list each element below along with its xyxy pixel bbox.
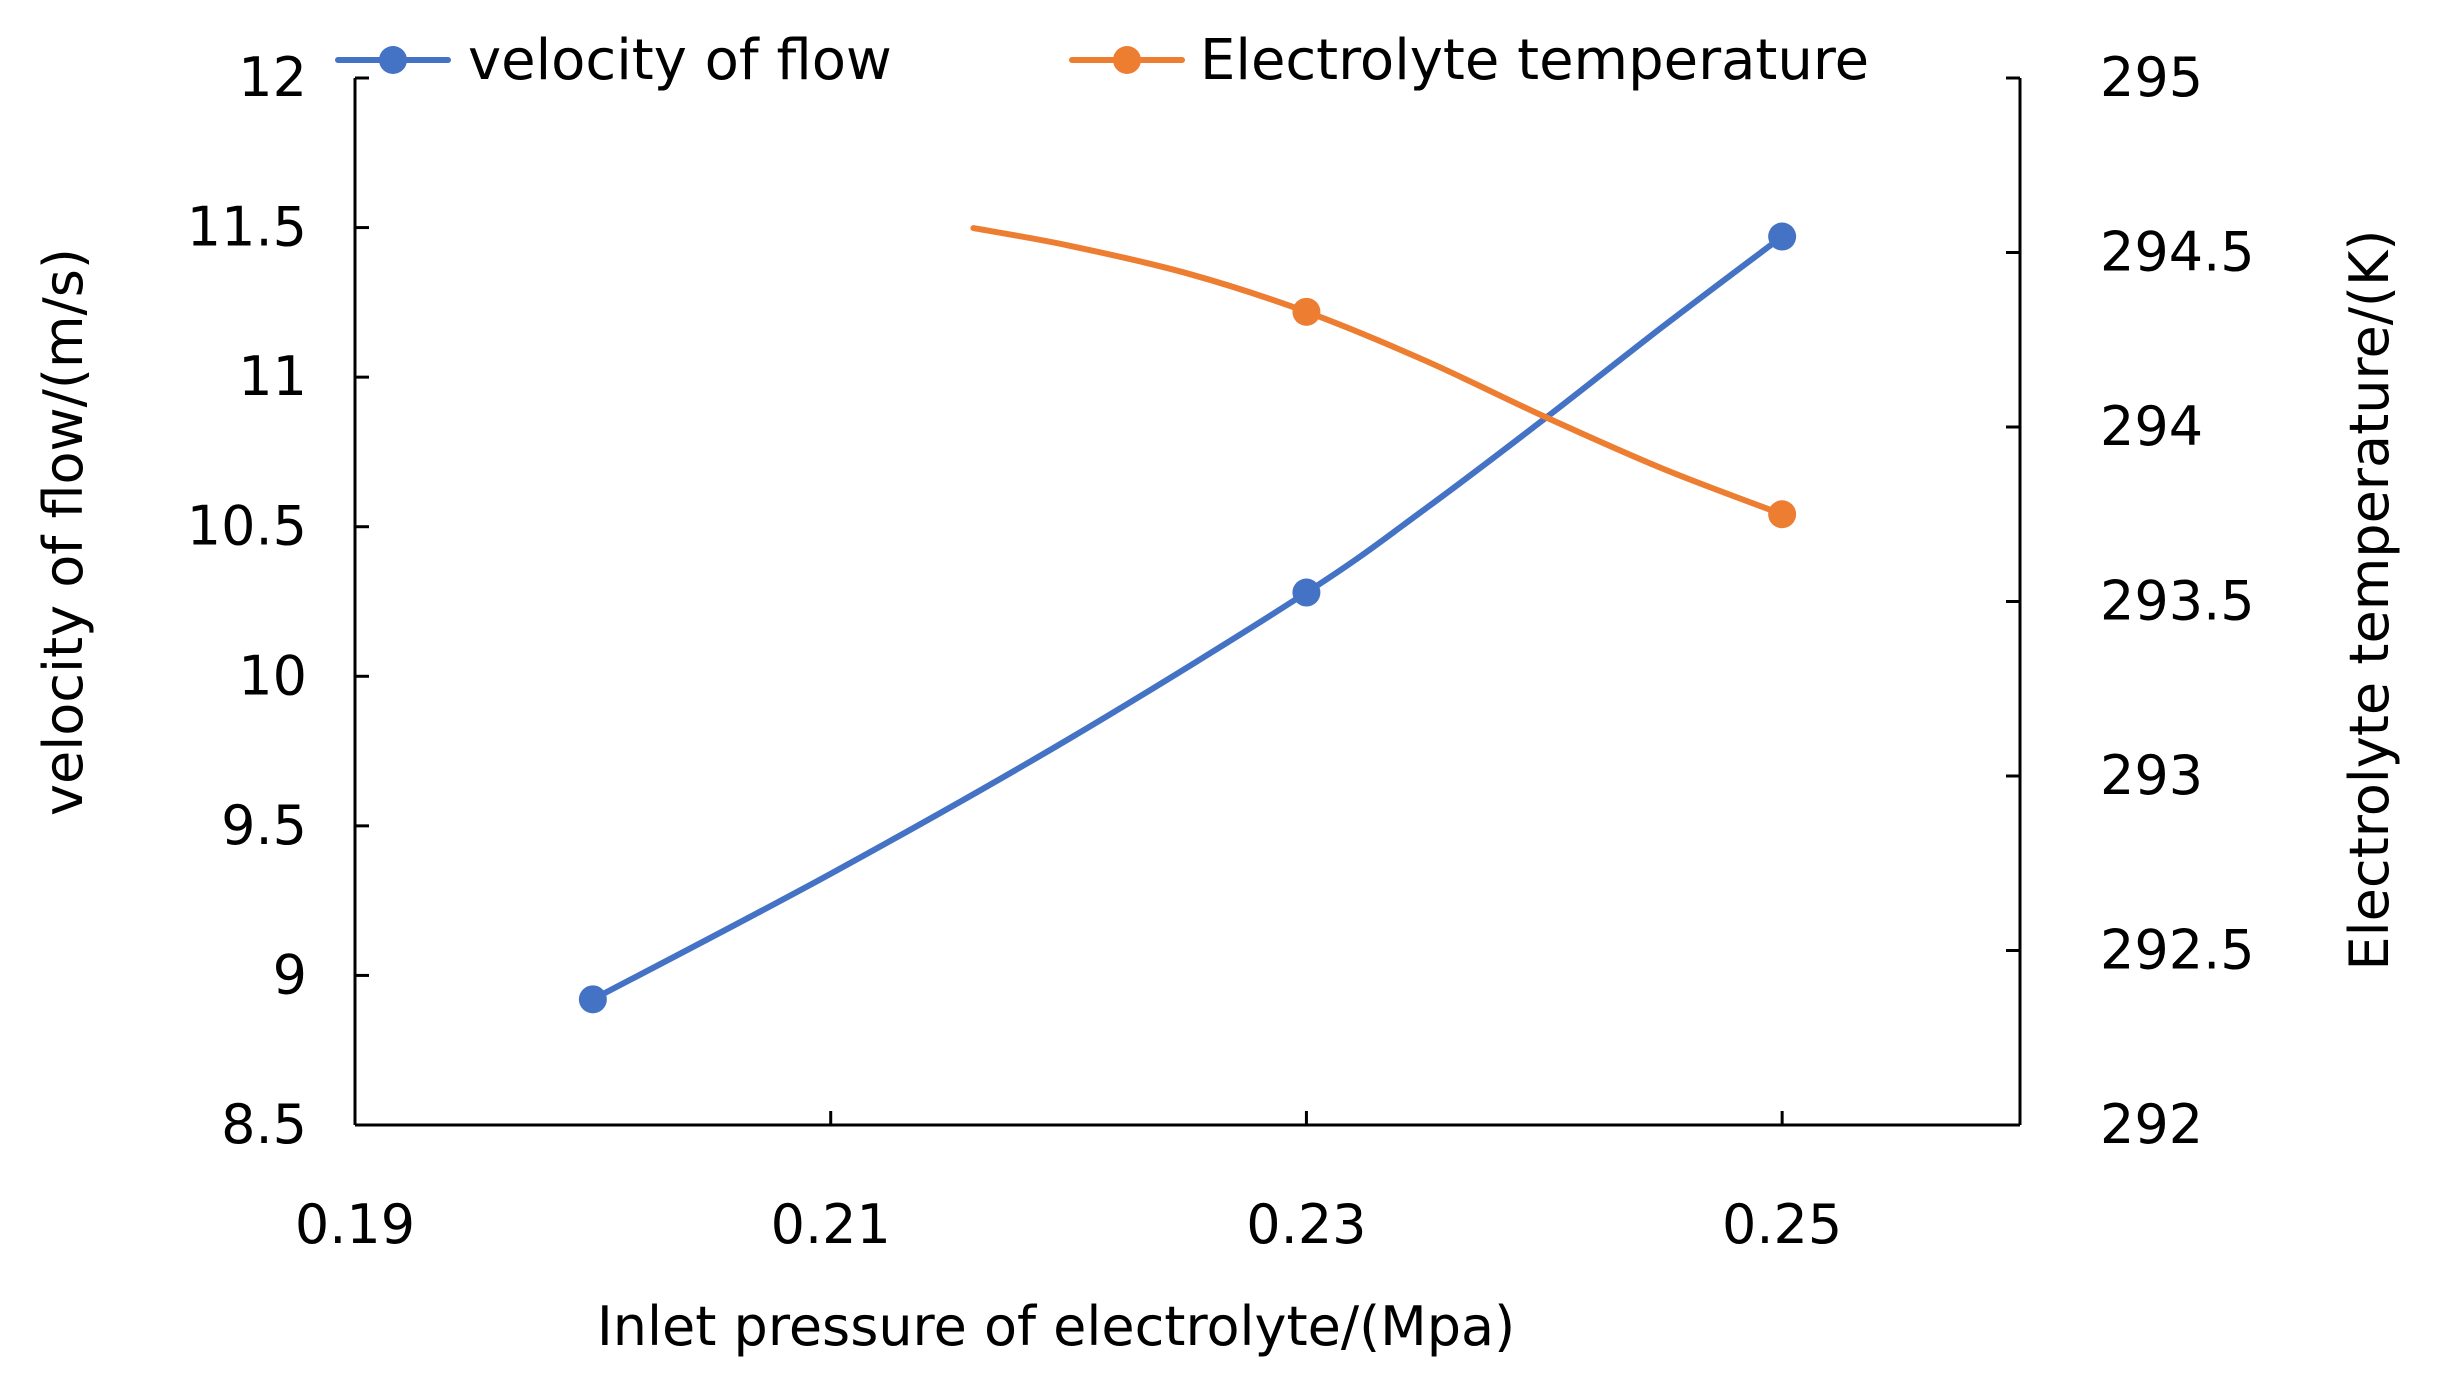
legend-marker [1113,46,1141,74]
data-point-electrolyte-temperature [1768,500,1797,529]
x-tick-label: 0.23 [1246,1193,1366,1256]
data-point-velocity-of-flow [1292,578,1321,607]
y-tick-label: 9 [273,943,307,1006]
y2-tick-label: 292.5 [2100,919,2255,982]
y2-axis-title: Electrolyte temperature/(K) [2338,230,2401,971]
series-line-electrolyte-temperature [970,225,1786,518]
y2-tick-label: 294 [2100,395,2203,458]
y2-tick-label: 294.5 [2100,221,2255,284]
ticks-group: 8.5 9 9.5 10 10.5 11 11.5 12 292 292.5 293 293.5 294… [187,46,2255,1256]
legend: velocity of flow Electrolyte temperature [335,28,1869,93]
data-point-electrolyte-temperature [1292,297,1321,326]
y-tick-label: 10.5 [187,495,307,558]
y2-tick-label: 292 [2100,1093,2203,1156]
data-point-velocity-of-flow [578,985,607,1014]
legend-label: Electrolyte temperature [1200,28,1869,93]
y2-tick-label: 293 [2100,744,2203,807]
legend-label: velocity of flow [468,28,892,93]
y-tick-label: 9.5 [221,794,307,857]
series-group [578,222,1797,1014]
y2-tick-label: 295 [2100,46,2203,109]
y-tick-label: 12 [238,46,307,109]
legend-marker [379,46,407,74]
data-point-velocity-of-flow [1768,222,1797,251]
y-tick-label: 10 [238,644,307,707]
y-tick-label: 8.5 [221,1093,307,1156]
x-tick-label: 0.19 [295,1193,415,1256]
series-line-velocity-of-flow [589,233,1786,1003]
x-tick-label: 0.25 [1722,1193,1842,1256]
y2-tick-label: 293.5 [2100,570,2255,633]
y-tick-label: 11 [238,345,307,408]
x-tick-label: 0.21 [771,1193,891,1256]
x-axis-title: Inlet pressure of electrolyte/(Mpa) [597,1295,1515,1358]
y-tick-label: 11.5 [187,196,307,259]
y-axis-title: velocity of flow/(m/s) [32,248,95,816]
